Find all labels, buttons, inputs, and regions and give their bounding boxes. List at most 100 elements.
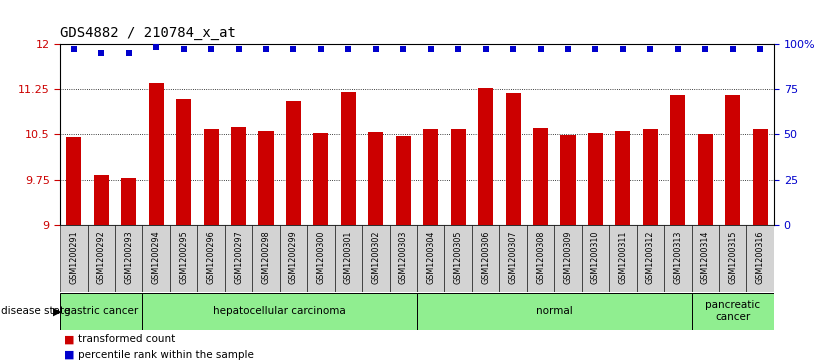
Bar xyxy=(362,225,389,292)
Point xyxy=(726,46,740,52)
Bar xyxy=(148,83,163,225)
Point xyxy=(67,46,80,52)
Point xyxy=(589,46,602,52)
Text: GSM1200295: GSM1200295 xyxy=(179,231,188,284)
Bar xyxy=(691,225,719,292)
Bar xyxy=(170,225,198,292)
Bar xyxy=(176,99,191,225)
Point xyxy=(149,44,163,50)
Text: normal: normal xyxy=(536,306,573,316)
Bar xyxy=(252,225,279,292)
Text: GDS4882 / 210784_x_at: GDS4882 / 210784_x_at xyxy=(60,26,236,40)
Bar xyxy=(417,293,691,330)
Text: disease state: disease state xyxy=(1,306,70,317)
Bar xyxy=(500,225,527,292)
Text: GSM1200294: GSM1200294 xyxy=(152,231,161,284)
Text: GSM1200312: GSM1200312 xyxy=(646,231,655,284)
Text: ■: ■ xyxy=(64,334,75,344)
Bar xyxy=(417,225,445,292)
Bar xyxy=(198,225,225,292)
Bar xyxy=(450,130,465,225)
Bar xyxy=(746,225,774,292)
Bar xyxy=(719,225,746,292)
Text: GSM1200296: GSM1200296 xyxy=(207,231,215,284)
Bar xyxy=(66,137,82,225)
Text: GSM1200314: GSM1200314 xyxy=(701,231,710,284)
Bar xyxy=(643,129,658,225)
Bar xyxy=(341,92,356,225)
Bar xyxy=(334,225,362,292)
Point xyxy=(506,46,520,52)
Bar xyxy=(752,130,768,225)
Bar xyxy=(609,225,636,292)
Bar xyxy=(664,225,691,292)
Point xyxy=(314,46,328,52)
Point xyxy=(342,46,355,52)
Bar xyxy=(143,293,417,330)
Text: GSM1200293: GSM1200293 xyxy=(124,231,133,284)
Text: GSM1200297: GSM1200297 xyxy=(234,231,243,284)
Bar xyxy=(691,293,774,330)
Text: GSM1200303: GSM1200303 xyxy=(399,231,408,284)
Point xyxy=(561,46,575,52)
Text: GSM1200301: GSM1200301 xyxy=(344,231,353,284)
Point xyxy=(232,46,245,52)
Text: GSM1200299: GSM1200299 xyxy=(289,231,298,284)
Bar xyxy=(505,93,520,225)
Text: percentile rank within the sample: percentile rank within the sample xyxy=(78,350,254,360)
Text: gastric cancer: gastric cancer xyxy=(64,306,138,316)
Point xyxy=(671,46,685,52)
Bar xyxy=(726,95,741,225)
Text: ▶: ▶ xyxy=(53,306,61,317)
Point xyxy=(424,46,437,52)
Bar xyxy=(203,130,219,225)
Text: GSM1200316: GSM1200316 xyxy=(756,231,765,284)
Text: GSM1200310: GSM1200310 xyxy=(591,231,600,284)
Bar xyxy=(143,225,170,292)
Bar xyxy=(533,128,548,225)
Text: GSM1200313: GSM1200313 xyxy=(673,231,682,284)
Bar xyxy=(369,132,384,225)
Bar xyxy=(615,131,631,225)
Point xyxy=(122,50,135,56)
Point xyxy=(177,46,190,52)
Point xyxy=(94,50,108,56)
Bar xyxy=(279,225,307,292)
Bar xyxy=(259,131,274,225)
Text: transformed count: transformed count xyxy=(78,334,176,344)
Bar xyxy=(395,136,411,225)
Text: GSM1200302: GSM1200302 xyxy=(371,231,380,284)
Point xyxy=(204,46,218,52)
Text: GSM1200307: GSM1200307 xyxy=(509,231,518,284)
Text: pancreatic
cancer: pancreatic cancer xyxy=(706,301,761,322)
Bar xyxy=(582,225,609,292)
Point xyxy=(754,46,767,52)
Bar xyxy=(560,135,575,225)
Bar xyxy=(555,225,582,292)
Bar xyxy=(307,225,334,292)
Point xyxy=(369,46,383,52)
Point xyxy=(534,46,547,52)
Text: GSM1200298: GSM1200298 xyxy=(262,231,270,284)
Point xyxy=(479,46,492,52)
Bar xyxy=(314,133,329,225)
Text: ■: ■ xyxy=(64,350,75,360)
Text: GSM1200315: GSM1200315 xyxy=(728,231,737,284)
Text: GSM1200308: GSM1200308 xyxy=(536,231,545,284)
Point xyxy=(397,46,410,52)
Bar xyxy=(88,225,115,292)
Bar xyxy=(93,175,108,225)
Bar xyxy=(231,127,246,225)
Text: GSM1200304: GSM1200304 xyxy=(426,231,435,284)
Bar xyxy=(472,225,500,292)
Bar xyxy=(423,130,439,225)
Text: GSM1200306: GSM1200306 xyxy=(481,231,490,284)
Bar xyxy=(698,134,713,225)
Text: GSM1200311: GSM1200311 xyxy=(619,231,627,284)
Bar xyxy=(445,225,472,292)
Bar xyxy=(527,225,555,292)
Bar xyxy=(60,225,88,292)
Bar xyxy=(671,95,686,225)
Bar xyxy=(636,225,664,292)
Bar xyxy=(389,225,417,292)
